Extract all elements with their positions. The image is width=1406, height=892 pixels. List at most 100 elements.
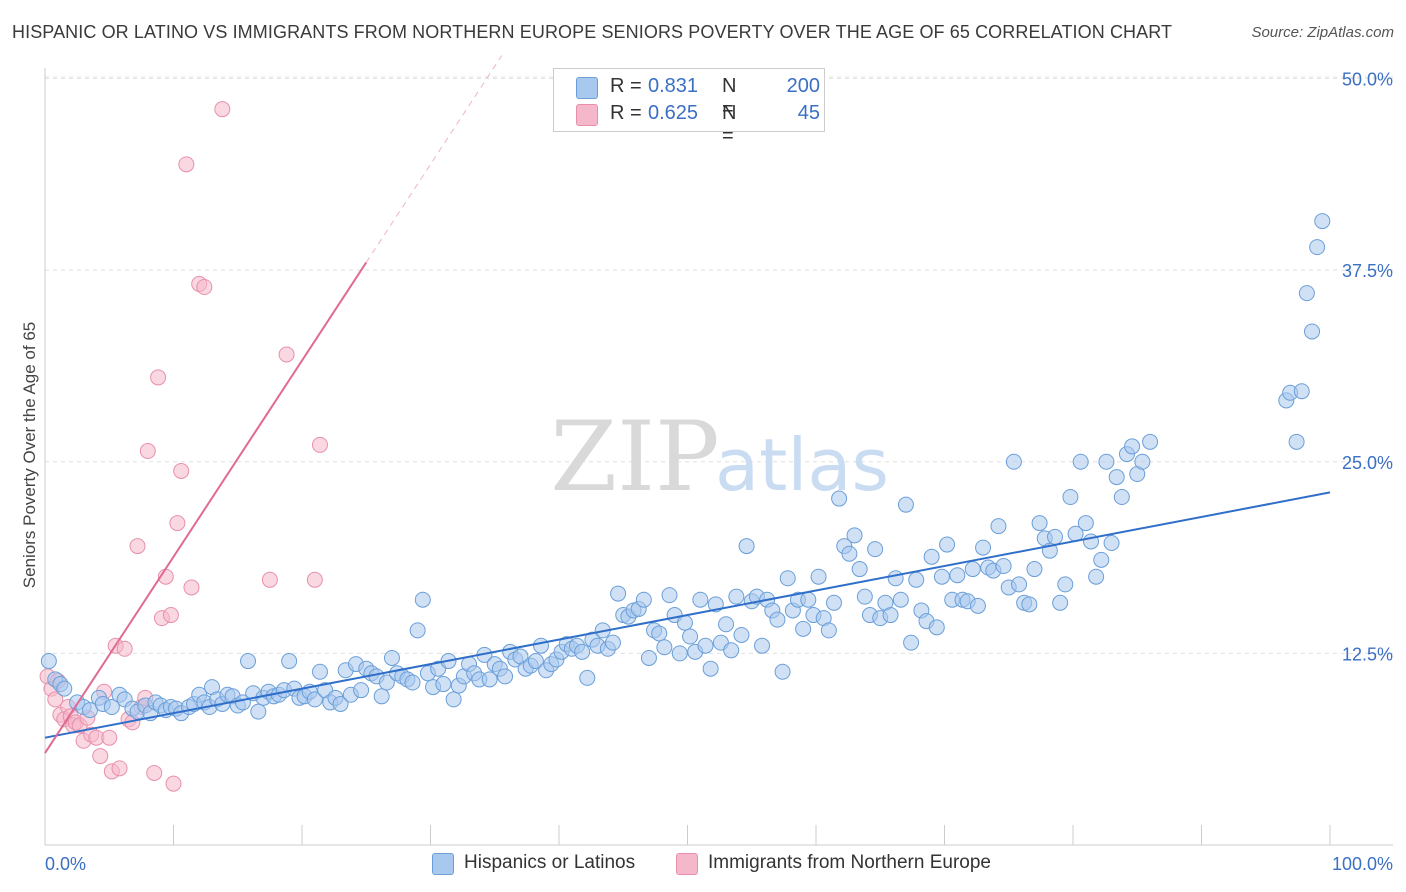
legend-r-value: 0.625 xyxy=(648,102,699,124)
data-point-hispanic xyxy=(1011,576,1028,593)
legend-r-label: R = xyxy=(610,75,642,97)
data-point-hispanic xyxy=(939,536,956,553)
data-point-hispanic xyxy=(908,571,925,588)
data-point-hispanic xyxy=(692,591,709,608)
data-point-northern-europe xyxy=(101,729,118,746)
data-point-northern-europe xyxy=(169,515,186,532)
chart-title: HISPANIC OR LATINO VS IMMIGRANTS FROM NO… xyxy=(12,22,1173,42)
data-point-hispanic xyxy=(975,539,992,556)
data-point-hispanic xyxy=(81,702,98,719)
data-point-hispanic xyxy=(1026,561,1043,578)
data-point-hispanic xyxy=(949,567,966,584)
data-point-hispanic xyxy=(903,634,920,651)
source-label: Source: ZipAtlas.com xyxy=(1251,24,1394,41)
y-tick-label: 25.0% xyxy=(1342,453,1393,473)
data-point-hispanic xyxy=(1005,453,1022,470)
data-point-northern-europe xyxy=(214,101,231,118)
data-point-northern-europe xyxy=(165,775,182,792)
data-point-hispanic xyxy=(497,668,514,685)
data-point-hispanic xyxy=(604,634,621,651)
data-point-hispanic xyxy=(651,625,668,642)
data-point-hispanic xyxy=(1304,323,1321,340)
axes xyxy=(44,68,1393,846)
data-point-hispanic xyxy=(1062,489,1079,506)
data-point-hispanic xyxy=(1298,285,1315,302)
data-point-hispanic xyxy=(435,676,452,693)
data-point-hispanic xyxy=(574,643,591,660)
data-point-hispanic xyxy=(882,607,899,624)
data-point-hispanic xyxy=(846,527,863,544)
data-point-hispanic xyxy=(774,663,791,680)
data-point-northern-europe xyxy=(261,571,278,588)
x-tick-label: 100.0% xyxy=(1332,854,1393,874)
data-point-hispanic xyxy=(723,642,740,659)
data-point-hispanic xyxy=(1108,469,1125,486)
data-point-hispanic xyxy=(825,594,842,611)
data-point-hispanic xyxy=(851,561,868,578)
data-point-hispanic xyxy=(1093,551,1110,568)
data-point-northern-europe xyxy=(183,579,200,596)
bottom-legend-label: Hispanics or Latinos xyxy=(464,852,636,873)
data-point-hispanic xyxy=(353,682,370,699)
data-point-hispanic xyxy=(738,538,755,555)
data-point-hispanic xyxy=(383,649,400,666)
data-point-hispanic xyxy=(240,653,257,670)
data-point-northern-europe xyxy=(311,436,328,453)
watermark-atlas: atlas xyxy=(715,423,889,507)
data-point-hispanic xyxy=(990,518,1007,535)
data-point-hispanic xyxy=(820,622,837,639)
data-point-hispanic xyxy=(1047,528,1064,545)
bottom-legend-label: Immigrants from Northern Europe xyxy=(708,852,991,873)
data-point-hispanic xyxy=(733,626,750,643)
data-point-northern-europe xyxy=(116,640,133,657)
watermark-zip: ZIP xyxy=(550,401,719,513)
data-point-hispanic xyxy=(933,568,950,585)
y-tick-label: 50.0% xyxy=(1342,70,1393,90)
data-point-hispanic xyxy=(718,616,735,633)
data-point-hispanic xyxy=(964,561,981,578)
data-point-hispanic xyxy=(867,541,884,558)
series-hispanic-points xyxy=(40,213,1331,722)
data-point-northern-europe xyxy=(129,538,146,555)
trend-line-northern-europe xyxy=(44,261,368,754)
data-point-hispanic xyxy=(656,639,673,656)
data-point-hispanic xyxy=(702,660,719,677)
data-point-hispanic xyxy=(856,588,873,605)
data-point-northern-europe xyxy=(173,462,190,479)
data-point-hispanic xyxy=(404,674,421,691)
trend-lines xyxy=(44,55,1331,754)
data-point-northern-europe xyxy=(92,748,109,765)
data-point-hispanic xyxy=(995,557,1012,574)
data-point-hispanic xyxy=(378,674,395,691)
data-point-hispanic xyxy=(1142,433,1159,450)
data-point-hispanic xyxy=(923,548,940,565)
data-point-hispanic xyxy=(810,568,827,585)
legend-r-label: R = xyxy=(610,102,642,124)
data-point-hispanic xyxy=(728,588,745,605)
legend-n-label: N = xyxy=(722,102,737,147)
data-point-hispanic xyxy=(1288,433,1305,450)
data-point-northern-europe xyxy=(47,691,64,708)
data-point-hispanic xyxy=(1098,453,1115,470)
legend-n-label: N = xyxy=(722,75,737,120)
data-point-hispanic xyxy=(1031,515,1048,532)
data-point-hispanic xyxy=(1134,453,1151,470)
data-point-hispanic xyxy=(40,653,57,670)
legend-swatch-blue xyxy=(576,77,598,99)
data-point-hispanic xyxy=(640,649,657,666)
data-point-hispanic xyxy=(1077,515,1094,532)
data-point-hispanic xyxy=(800,591,817,608)
data-point-hispanic xyxy=(1088,568,1105,585)
data-point-hispanic xyxy=(103,699,120,716)
data-point-northern-europe xyxy=(178,156,195,173)
legend-n-value: 200 xyxy=(786,75,820,97)
data-point-hispanic xyxy=(56,680,73,697)
legend-swatch-pink xyxy=(576,104,598,126)
data-point-hispanic xyxy=(533,637,550,654)
data-point-hispanic xyxy=(1113,489,1130,506)
data-point-hispanic xyxy=(795,620,812,637)
data-point-hispanic xyxy=(281,653,298,670)
data-point-hispanic xyxy=(1072,453,1089,470)
data-point-hispanic xyxy=(311,663,328,680)
